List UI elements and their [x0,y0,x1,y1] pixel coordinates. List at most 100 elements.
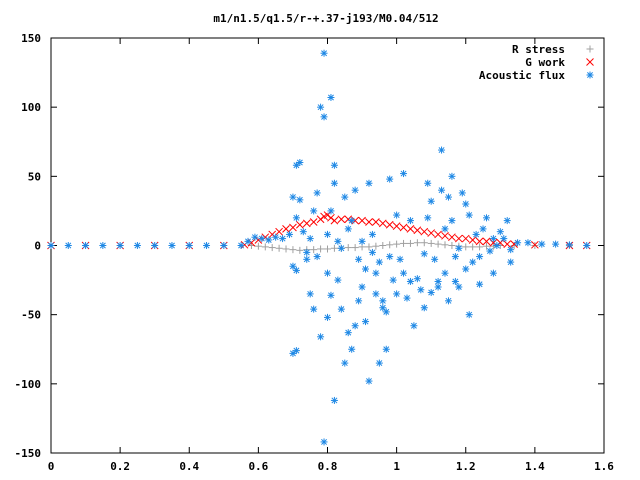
data-point [400,170,408,178]
data-point [344,225,352,233]
data-point [434,277,442,285]
data-point [468,236,477,244]
data-point [168,242,176,249]
x-tick-label: 1.6 [594,460,614,473]
data-point [420,304,428,312]
data-point [476,253,484,261]
data-point [337,305,345,313]
data-point [251,233,259,241]
data-point [441,269,449,277]
data-point [472,230,480,238]
data-point [365,377,373,385]
data-point [482,237,491,246]
data-point [406,277,414,285]
data-point [341,359,349,367]
data-point [451,277,459,285]
data-point [358,237,366,245]
data-point [320,438,328,446]
data-point [268,244,276,252]
data-point [420,250,428,258]
series-acoustic-flux [47,49,591,446]
legend-label: G work [525,56,565,69]
data-point [448,242,456,249]
data-point [375,258,383,266]
data-point [378,219,387,228]
data-point [299,228,307,236]
data-point [327,207,335,215]
data-point [431,255,439,263]
legend-label: Acoustic flux [479,69,565,82]
axis-ticks [50,37,605,454]
data-point [531,240,539,249]
x-tick-label: 1 [393,460,400,473]
data-point [327,93,335,101]
data-point [427,239,435,247]
data-point [330,179,338,187]
y-tick-label: -50 [21,309,41,322]
data-point [393,290,401,298]
data-point [330,161,338,169]
data-point [365,243,373,251]
data-point [258,235,266,243]
data-point [441,241,449,249]
data-point [351,322,359,330]
data-point [324,313,331,321]
data-point [320,49,328,57]
data-point [379,297,387,305]
data-point [302,219,311,228]
data-point [327,291,335,299]
legend-marker [586,45,594,53]
data-point [368,230,376,238]
data-point [358,216,366,225]
data-point [320,113,328,121]
data-point [372,218,380,226]
data-point [420,227,429,236]
data-point [400,269,408,277]
data-point [441,231,449,240]
x-tick-label: 0.4 [179,460,199,473]
data-point [362,265,370,273]
data-point [438,146,446,154]
data-points [47,49,591,446]
data-point [334,276,342,284]
data-point [365,218,373,226]
series-g-work [47,211,591,250]
data-point [444,193,452,201]
data-point [330,244,338,252]
data-point [372,290,380,298]
data-point [362,318,370,326]
data-point [244,237,252,245]
data-point [99,242,107,249]
data-point [82,242,90,249]
data-point [503,240,512,248]
data-point [424,214,432,222]
legend-marker [586,71,594,79]
data-point [295,220,304,229]
data-point [489,269,497,277]
data-point [47,242,55,249]
data-point [292,347,300,355]
data-point [289,193,297,201]
data-point [254,242,262,250]
data-point [330,396,338,404]
data-point [479,225,487,233]
data-point [324,269,331,277]
data-point [355,255,363,263]
data-point [427,229,436,237]
data-point [351,186,359,194]
data-point [341,193,349,201]
data-point [351,244,359,252]
data-point [317,245,325,253]
data-point [451,253,459,261]
data-point [461,234,470,243]
data-point [296,246,304,254]
data-point [413,275,421,283]
data-point [458,189,466,197]
data-point [279,235,287,243]
data-point [348,345,356,353]
data-point [64,242,72,249]
data-point [237,242,245,249]
data-point [289,223,297,232]
data-point [417,286,425,294]
